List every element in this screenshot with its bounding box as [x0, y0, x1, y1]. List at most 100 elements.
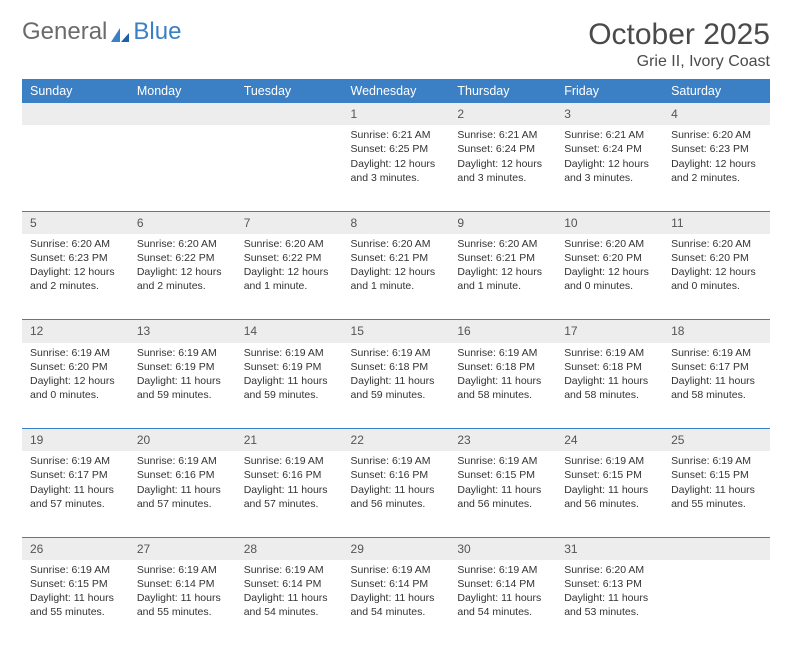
daylight: Daylight: 12 hours and 3 minutes.	[457, 157, 548, 185]
sunset: Sunset: 6:18 PM	[351, 360, 442, 374]
day-header: Friday	[556, 79, 663, 103]
day-content-cell	[22, 125, 129, 211]
sunset-label: Sunset:	[137, 469, 176, 481]
sunrise: Sunrise: 6:20 AM	[244, 237, 335, 251]
location: Grie II, Ivory Coast	[588, 53, 770, 71]
sunset: Sunset: 6:24 PM	[564, 142, 655, 156]
sunrise: Sunrise: 6:19 AM	[244, 346, 335, 360]
sunset-value: 6:15 PM	[603, 469, 642, 481]
daylight: Daylight: 11 hours and 56 minutes.	[457, 483, 548, 511]
daylight-label: Daylight:	[244, 484, 288, 496]
day-content-cell: Sunrise: 6:20 AMSunset: 6:21 PMDaylight:…	[449, 234, 556, 320]
sunset: Sunset: 6:23 PM	[30, 251, 121, 265]
day-content-cell	[129, 125, 236, 211]
day-content-cell: Sunrise: 6:19 AMSunset: 6:14 PMDaylight:…	[343, 560, 450, 646]
sunrise: Sunrise: 6:20 AM	[671, 237, 762, 251]
day-number: 30	[457, 542, 470, 556]
daylight: Daylight: 12 hours and 1 minute.	[351, 265, 442, 293]
sunrise-value: 6:19 AM	[178, 347, 217, 359]
day-number-cell: 19	[22, 429, 129, 452]
day-number-cell: 12	[22, 320, 129, 343]
logo-sail-icon	[109, 23, 131, 41]
day-number-cell	[22, 103, 129, 125]
day-number-cell: 23	[449, 429, 556, 452]
sunrise-value: 6:19 AM	[606, 455, 645, 467]
day-number-cell: 9	[449, 211, 556, 234]
sunrise-value: 6:19 AM	[71, 347, 110, 359]
day-content-cell: Sunrise: 6:19 AMSunset: 6:15 PMDaylight:…	[663, 451, 770, 537]
sunset-label: Sunset:	[671, 143, 710, 155]
sunset-label: Sunset:	[351, 361, 390, 373]
sunset-label: Sunset:	[457, 143, 496, 155]
sunrise: Sunrise: 6:19 AM	[30, 346, 121, 360]
daylight: Daylight: 11 hours and 56 minutes.	[564, 483, 655, 511]
sunset-value: 6:24 PM	[603, 143, 642, 155]
daylight-label: Daylight:	[457, 266, 501, 278]
day-number-cell: 26	[22, 537, 129, 560]
sunrise-label: Sunrise:	[457, 238, 498, 250]
day-number-cell: 24	[556, 429, 663, 452]
daylight-label: Daylight:	[244, 266, 288, 278]
sunrise-label: Sunrise:	[564, 455, 605, 467]
sunrise-value: 6:20 AM	[71, 238, 110, 250]
day-number: 21	[244, 433, 257, 447]
sunset-value: 6:21 PM	[496, 252, 535, 264]
sunset-label: Sunset:	[671, 252, 710, 264]
sunset: Sunset: 6:21 PM	[457, 251, 548, 265]
sunset-label: Sunset:	[564, 252, 603, 264]
sunset-value: 6:18 PM	[389, 361, 428, 373]
day-content-cell: Sunrise: 6:19 AMSunset: 6:19 PMDaylight:…	[129, 343, 236, 429]
daylight-label: Daylight:	[671, 484, 715, 496]
sunrise: Sunrise: 6:19 AM	[137, 346, 228, 360]
sunset-value: 6:14 PM	[389, 578, 428, 590]
daylight: Daylight: 11 hours and 54 minutes.	[351, 591, 442, 619]
sunset: Sunset: 6:14 PM	[457, 577, 548, 591]
day-content-cell: Sunrise: 6:19 AMSunset: 6:16 PMDaylight:…	[343, 451, 450, 537]
day-number-cell	[236, 103, 343, 125]
sunset: Sunset: 6:19 PM	[244, 360, 335, 374]
day-number: 25	[671, 433, 684, 447]
daylight: Daylight: 11 hours and 54 minutes.	[457, 591, 548, 619]
sunset-value: 6:15 PM	[69, 578, 108, 590]
day-number: 17	[564, 324, 577, 338]
day-content-cell: Sunrise: 6:19 AMSunset: 6:14 PMDaylight:…	[449, 560, 556, 646]
day-content-cell	[236, 125, 343, 211]
sunrise-value: 6:19 AM	[713, 347, 752, 359]
sunrise-label: Sunrise:	[351, 455, 392, 467]
daylight-label: Daylight:	[351, 484, 395, 496]
sunset-value: 6:20 PM	[603, 252, 642, 264]
daylight-label: Daylight:	[137, 592, 181, 604]
sunrise: Sunrise: 6:20 AM	[671, 128, 762, 142]
day-content-cell: Sunrise: 6:20 AMSunset: 6:21 PMDaylight:…	[343, 234, 450, 320]
day-header-row: Sunday Monday Tuesday Wednesday Thursday…	[22, 79, 770, 103]
day-content-cell: Sunrise: 6:19 AMSunset: 6:14 PMDaylight:…	[129, 560, 236, 646]
day-number-cell: 11	[663, 211, 770, 234]
daylight-label: Daylight:	[30, 375, 74, 387]
sunrise-value: 6:19 AM	[713, 455, 752, 467]
logo-text-blue: Blue	[133, 18, 181, 46]
daylight: Daylight: 12 hours and 1 minute.	[244, 265, 335, 293]
day-number-cell: 18	[663, 320, 770, 343]
sunset-value: 6:14 PM	[282, 578, 321, 590]
day-header: Monday	[129, 79, 236, 103]
sunrise-label: Sunrise:	[564, 347, 605, 359]
daylight: Daylight: 12 hours and 0 minutes.	[564, 265, 655, 293]
sunset: Sunset: 6:15 PM	[671, 468, 762, 482]
day-number-cell	[129, 103, 236, 125]
day-number-cell: 25	[663, 429, 770, 452]
sunrise: Sunrise: 6:20 AM	[564, 237, 655, 251]
daylight-label: Daylight:	[30, 484, 74, 496]
week-content-row: Sunrise: 6:20 AMSunset: 6:23 PMDaylight:…	[22, 234, 770, 320]
sunrise-value: 6:19 AM	[499, 347, 538, 359]
daylight: Daylight: 11 hours and 55 minutes.	[30, 591, 121, 619]
day-number-cell: 27	[129, 537, 236, 560]
sunset-value: 6:22 PM	[175, 252, 214, 264]
sunset: Sunset: 6:18 PM	[564, 360, 655, 374]
day-content-cell: Sunrise: 6:21 AMSunset: 6:25 PMDaylight:…	[343, 125, 450, 211]
day-number-cell: 13	[129, 320, 236, 343]
daylight-label: Daylight:	[30, 266, 74, 278]
sunset-label: Sunset:	[137, 578, 176, 590]
sunset-label: Sunset:	[351, 252, 390, 264]
daylight-label: Daylight:	[457, 375, 501, 387]
day-number-cell: 15	[343, 320, 450, 343]
